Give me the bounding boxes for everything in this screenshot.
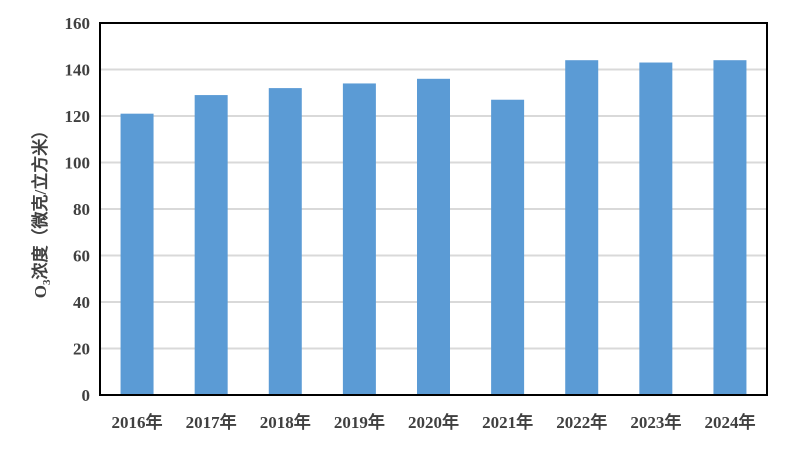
bar-2020年 [417, 78, 450, 396]
bar-2021年 [491, 99, 525, 395]
x-tick-label: 2018年 [260, 412, 311, 432]
x-tick-label: 2023年 [630, 412, 681, 432]
x-tick-label: 2024年 [704, 412, 755, 432]
y-axis-label-sub: 3 [41, 279, 53, 285]
x-tick-label: 2016年 [112, 412, 163, 432]
bar-2017年 [194, 95, 228, 395]
y-tick-label: 20 [73, 340, 90, 359]
bars [120, 60, 747, 396]
y-tick-label: 120 [65, 107, 91, 126]
x-tick-label: 2020年 [408, 412, 459, 432]
bar-2018年 [268, 88, 302, 395]
x-tick-label: 2022年 [556, 412, 607, 432]
x-tick-label: 2017年 [186, 412, 237, 432]
y-axis-label-rest: 浓度（微克/立方米） [30, 122, 50, 280]
x-tick-label: 2019年 [334, 412, 385, 432]
bar-2024年 [713, 60, 747, 395]
x-tick-labels: 2016年 2017年 2018年 2019年 2020年 2021年 2022年 2023年… [112, 412, 756, 432]
x-tick-label: 2021年 [482, 412, 533, 432]
y-tick-label: 40 [73, 293, 90, 312]
y-tick-label: 60 [73, 247, 90, 266]
plot-frame [99, 22, 768, 396]
y-tick-label: 0 [82, 386, 91, 405]
y-axis-label: O3浓度（微克/立方米） [30, 122, 53, 298]
y-tick-label: 160 [65, 14, 91, 33]
bar-2023年 [639, 62, 673, 396]
bar-2019年 [342, 83, 376, 395]
y-tick-label: 100 [65, 154, 91, 173]
bar-2022年 [565, 60, 599, 395]
y-tick-label: 80 [73, 200, 90, 219]
bar-2016年 [120, 113, 154, 396]
y-tick-label: 140 [65, 61, 91, 80]
y-axis-label-main: O [31, 285, 50, 298]
y-tick-labels: 0 20 40 60 80 100 120 140 160 [65, 14, 91, 405]
